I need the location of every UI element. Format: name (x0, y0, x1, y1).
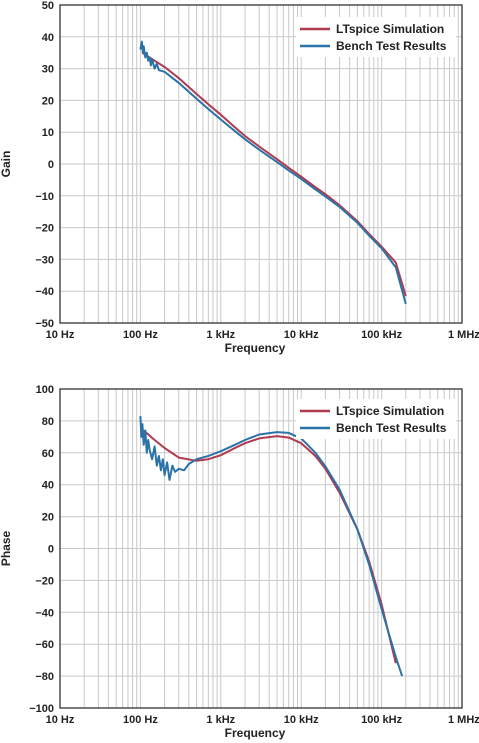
legend-label: Bench Test Results (336, 421, 447, 435)
x-tick-label: 100 Hz (123, 714, 158, 726)
y-tick-label: −50 (35, 318, 54, 330)
y-tick-label: 60 (42, 448, 54, 460)
x-axis-label: Frequency (225, 341, 286, 355)
phase-chart: −100 −80 −60 −40 −20 0 20 40 60 80 100 10 Hz 100 Hz 1… (0, 384, 479, 740)
x-tick-label: 1 MHz (448, 329, 479, 341)
series-line-simulation (141, 51, 407, 297)
legend: LTspice Simulation Bench Test Results (296, 399, 456, 439)
x-tick-label: 10 kHz (284, 329, 319, 341)
y-tick-label: 20 (42, 512, 54, 524)
series-line-bench (139, 40, 407, 305)
grid (60, 389, 462, 708)
series-line-simulation (143, 429, 397, 664)
y-tick-label: −40 (35, 286, 54, 298)
legend-background (296, 399, 456, 439)
y-tick-label: 40 (42, 32, 54, 44)
x-tick-label: 1 MHz (448, 714, 479, 726)
legend-label: LTspice Simulation (336, 22, 444, 36)
legend-label: LTspice Simulation (336, 404, 444, 418)
y-tick-label: −60 (35, 639, 54, 651)
y-axis-label: Gain (0, 151, 13, 178)
y-tick-label: −30 (35, 254, 54, 266)
gain-chart: −50 −40 −30 −20 −10 0 10 20 30 40 50 10 Hz 100 Hz 1 k… (0, 0, 479, 355)
x-axis-label: Frequency (225, 726, 286, 740)
y-tick-label: 100 (36, 384, 54, 396)
y-tick-label: 0 (48, 544, 54, 556)
x-tick-label: 1 kHz (206, 714, 235, 726)
y-tick-label: 50 (42, 0, 54, 12)
y-tick-label: −80 (35, 671, 54, 683)
y-tick-label: 20 (42, 95, 54, 107)
x-tick-label: 10 Hz (46, 329, 75, 341)
x-tick-label: 10 kHz (284, 714, 319, 726)
y-tick-label: 40 (42, 480, 54, 492)
legend-label: Bench Test Results (336, 39, 447, 53)
y-tick-label: 80 (42, 416, 54, 428)
x-tick-label: 10 Hz (46, 714, 75, 726)
grid (60, 5, 462, 323)
y-tick-label: −100 (29, 703, 54, 715)
legend: LTspice Simulation Bench Test Results (296, 17, 456, 57)
x-tick-label: 100 kHz (361, 714, 402, 726)
y-tick-label: 10 (42, 127, 54, 139)
y-tick-label: −10 (35, 191, 54, 203)
legend-background (296, 17, 456, 57)
plot-frame (59, 388, 463, 709)
y-tick-label: −40 (35, 607, 54, 619)
x-tick-label: 100 kHz (361, 329, 402, 341)
x-tick-label: 1 kHz (206, 329, 235, 341)
plot-frame (59, 4, 463, 324)
x-tick-label: 100 Hz (123, 329, 158, 341)
y-axis-label: Phase (0, 530, 13, 566)
y-tick-label: 0 (48, 159, 54, 171)
y-tick-label: −20 (35, 223, 54, 235)
y-tick-label: 30 (42, 64, 54, 76)
series-line-bench (139, 416, 404, 677)
y-tick-label: −20 (35, 575, 54, 587)
